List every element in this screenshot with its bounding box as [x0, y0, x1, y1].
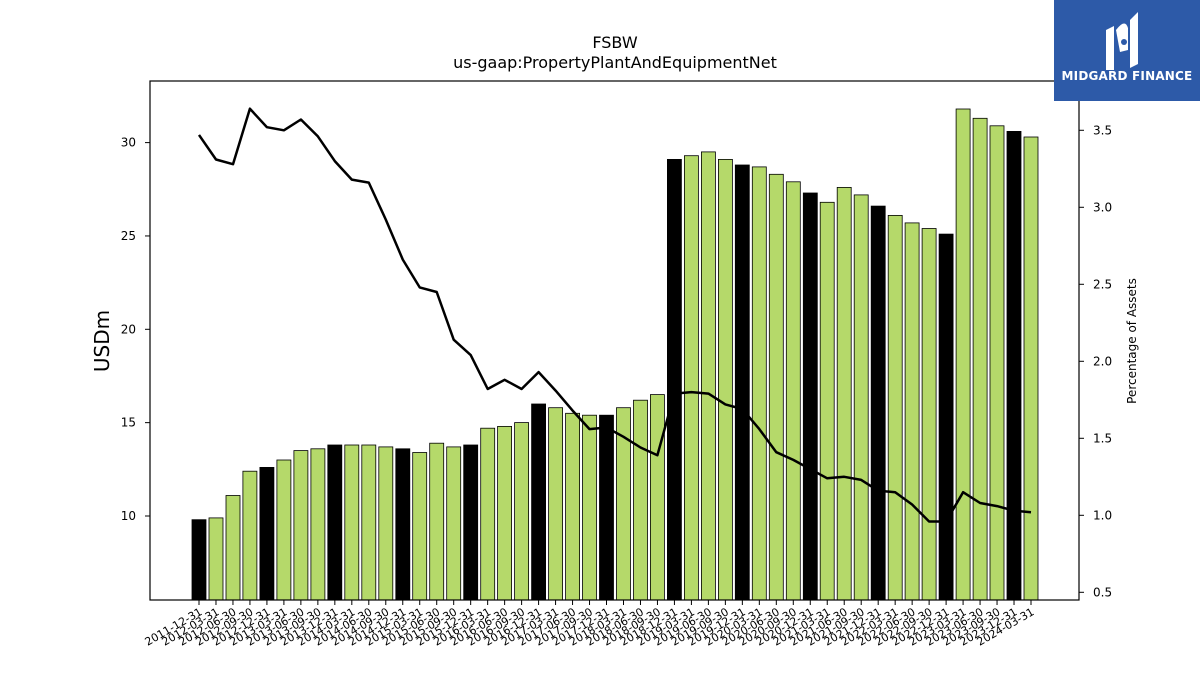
right-tick-label: 2.0 [1093, 354, 1112, 368]
bar-group [191, 108, 1039, 601]
bar-2021-09-30 [853, 194, 869, 601]
bar-2020-06-30 [768, 173, 784, 601]
bar-2016-12-31 [531, 403, 546, 601]
bar-2014-12-31 [395, 448, 411, 601]
left-tick-label: 20 [121, 322, 136, 336]
logo-text: MIDGARD FINANCE [1061, 69, 1193, 83]
bar-2022-03-31 [887, 214, 903, 601]
right-tick-label: 3.5 [1093, 123, 1112, 137]
bar-2017-12-31 [599, 414, 614, 601]
right-tick-label: 1.5 [1093, 431, 1112, 445]
bar-2023-09-30 [989, 125, 1005, 601]
bar-2022-12-31 [938, 233, 954, 601]
bar-2020-09-30 [785, 181, 801, 601]
bar-2016-03-31 [480, 427, 496, 601]
bar-2023-12-31 [1006, 130, 1022, 601]
bar-2015-06-30 [429, 442, 445, 601]
right-tick-label: 2.5 [1093, 277, 1112, 291]
right-tick-label: 3.0 [1093, 200, 1112, 214]
bar-2019-12-31 [734, 164, 750, 601]
left-tick-label: 15 [121, 416, 136, 430]
bar-2018-06-30 [633, 399, 648, 601]
bar-2017-06-30 [565, 412, 580, 601]
bar-2016-06-30 [497, 425, 513, 601]
bar-2012-03-31 [208, 517, 224, 601]
brand-logo: MIDGARD FINANCE [1054, 0, 1200, 101]
bar-2012-09-30 [242, 470, 258, 601]
bar-2013-12-31 [327, 444, 343, 601]
bar-2022-06-30 [904, 222, 920, 601]
right-tick-label: 0.5 [1093, 585, 1112, 599]
bar-2014-09-30 [378, 446, 394, 601]
bar-2012-12-31 [259, 466, 275, 601]
right-tick-label: 1.0 [1093, 508, 1112, 522]
bar-2012-06-30 [225, 495, 241, 601]
assets-percentage-line [197, 107, 1032, 523]
bar-2019-09-30 [718, 158, 733, 601]
bar-2023-06-30 [972, 117, 988, 601]
bar-2013-06-30 [293, 450, 309, 601]
y-axis-label-left: USDm [90, 310, 114, 372]
bar-2011-12-31 [191, 519, 207, 601]
bar-2014-03-31 [344, 444, 360, 601]
bar-2014-06-30 [361, 444, 377, 601]
logo-mark-icon [1106, 12, 1138, 70]
bar-2015-09-30 [446, 446, 462, 601]
left-tick-label: 25 [121, 229, 136, 243]
bar-2023-03-31 [955, 108, 971, 601]
chart-subtitle: us-gaap:PropertyPlantAndEquipmentNet [453, 53, 777, 72]
bar-2013-09-30 [310, 448, 326, 601]
bar-2019-06-30 [701, 151, 716, 601]
bar-2018-12-31 [667, 158, 682, 601]
bar-2013-03-31 [276, 459, 292, 601]
bar-2021-12-31 [870, 205, 886, 601]
bar-2024-03-31 [1023, 136, 1039, 601]
bar-2017-09-30 [582, 414, 597, 601]
bar-2017-03-31 [548, 407, 563, 601]
bar-2022-09-30 [921, 228, 937, 601]
y-axis-label-right: Percentage of Assets [1125, 278, 1139, 404]
bar-2015-12-31 [463, 444, 479, 601]
bar-2021-06-30 [836, 186, 852, 601]
bar-2015-03-31 [412, 452, 428, 601]
left-axis: 10 15 20 25 30 [121, 136, 150, 523]
bar-2021-03-31 [819, 201, 835, 601]
bar-2018-09-30 [650, 394, 665, 601]
plot-frame [149, 80, 1080, 601]
x-axis: 2011-12-312012-03-312012-06-302012-09-30… [143, 600, 1037, 649]
bar-2019-03-31 [684, 155, 699, 601]
right-axis: 0.5 1.0 1.5 2.0 2.5 3.0 3.5 [1079, 123, 1112, 599]
left-tick-label: 10 [121, 509, 136, 523]
line-group [197, 107, 1032, 523]
left-tick-label: 30 [121, 136, 136, 150]
chart-title: FSBW [592, 33, 637, 52]
bar-2020-03-31 [751, 166, 767, 601]
bar-2016-09-30 [514, 422, 529, 601]
bar-2020-12-31 [802, 192, 818, 601]
